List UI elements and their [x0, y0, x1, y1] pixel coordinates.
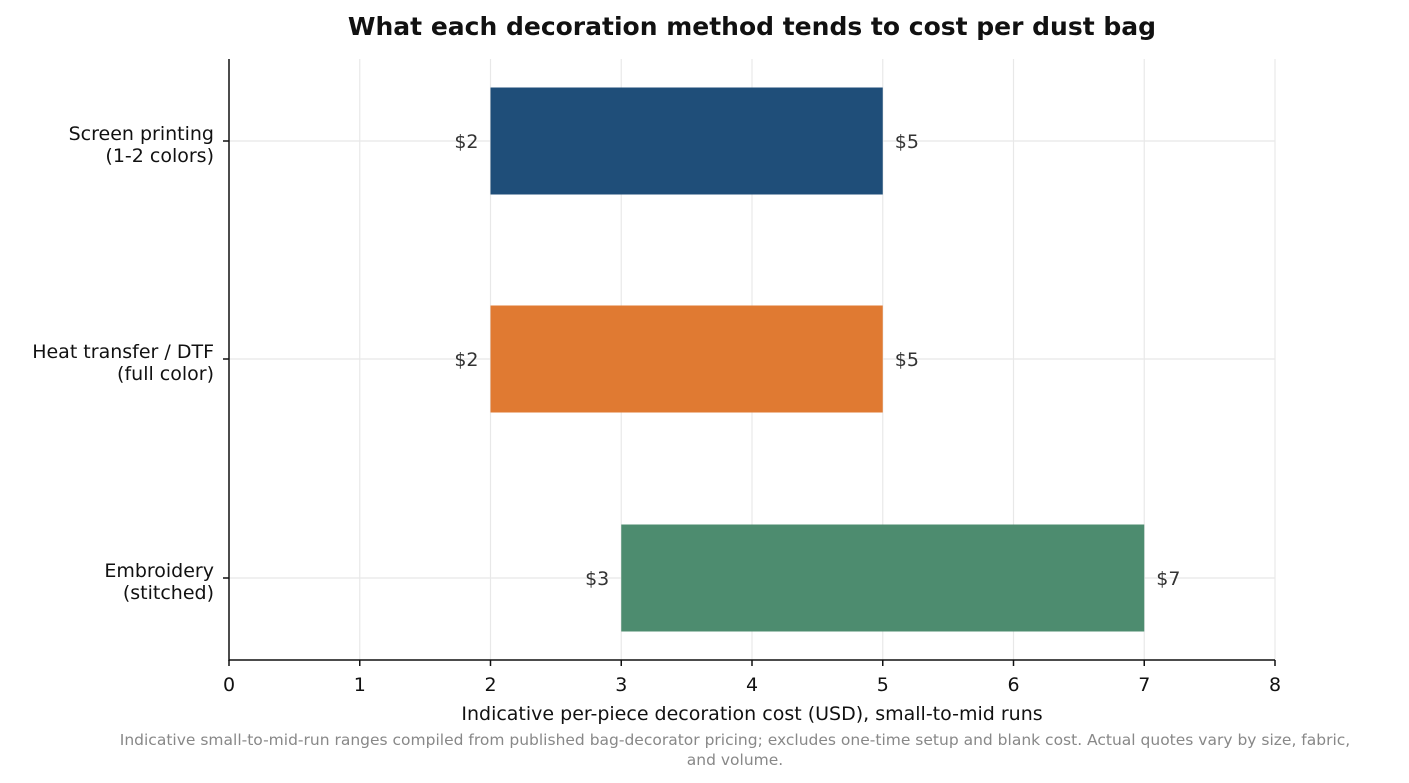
- category-label: Heat transfer / DTF (full color): [32, 341, 214, 385]
- x-tick-label: 7: [1138, 674, 1150, 696]
- high-value-label: $7: [1156, 568, 1180, 590]
- range-bar: [490, 87, 883, 195]
- high-value-label: $5: [895, 349, 919, 371]
- category-label-line: (1-2 colors): [105, 145, 214, 167]
- category-label-line: Heat transfer / DTF: [32, 341, 214, 363]
- x-tick-label: 6: [1007, 674, 1019, 696]
- x-tick-label: 0: [223, 674, 235, 696]
- category-label-line: Screen printing: [69, 123, 214, 145]
- high-value-label: $5: [895, 131, 919, 153]
- x-tick-label: 8: [1269, 674, 1281, 696]
- category-label-line: (full color): [117, 363, 214, 385]
- range-bar: [621, 524, 1145, 632]
- data-labels: $2 $5 $2 $5 $3 $7: [454, 131, 1180, 590]
- x-tick-label: 1: [354, 674, 366, 696]
- low-value-label: $2: [454, 131, 478, 153]
- chart-title: What each decoration method tends to cos…: [348, 12, 1156, 41]
- x-tick-label: 2: [484, 674, 496, 696]
- footnote-line: and volume.: [687, 751, 783, 769]
- category-label: Embroidery (stitched): [104, 560, 214, 604]
- x-axis-title: Indicative per-piece decoration cost (US…: [461, 703, 1042, 725]
- range-bar: [490, 305, 883, 413]
- category-label-line: (stitched): [123, 582, 214, 604]
- low-value-label: $3: [585, 568, 609, 590]
- footnote: Indicative small-to-mid-run ranges compi…: [120, 731, 1350, 769]
- category-label: Screen printing (1-2 colors): [69, 123, 214, 167]
- x-ticks: 0 1 2 3 4 5 6 7 8: [223, 660, 1281, 696]
- category-label-line: Embroidery: [104, 560, 214, 582]
- low-value-label: $2: [454, 349, 478, 371]
- bars: [490, 87, 1145, 632]
- footnote-line: Indicative small-to-mid-run ranges compi…: [120, 731, 1350, 749]
- x-tick-label: 3: [615, 674, 627, 696]
- y-categories: Screen printing (1-2 colors) Heat transfer…: [32, 123, 229, 604]
- x-tick-label: 4: [746, 674, 758, 696]
- x-tick-label: 5: [877, 674, 889, 696]
